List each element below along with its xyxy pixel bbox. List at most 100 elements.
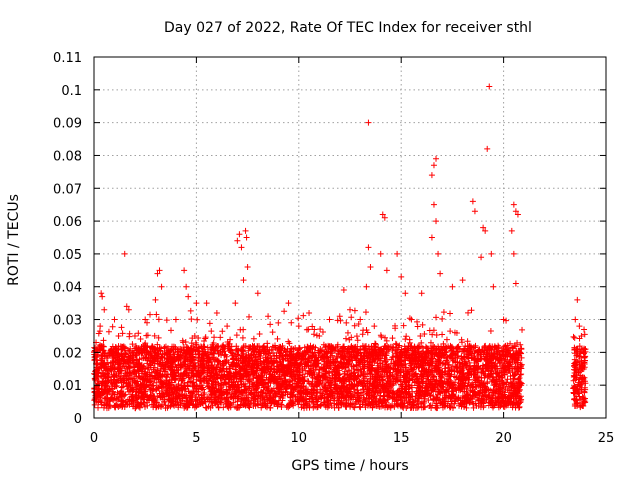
data-point <box>518 361 525 368</box>
data-point <box>227 347 234 354</box>
data-point <box>418 339 425 346</box>
data-point <box>163 317 170 324</box>
data-point <box>206 320 213 327</box>
data-point <box>417 332 424 339</box>
data-point <box>439 331 446 338</box>
data-point <box>133 356 140 363</box>
data-point <box>344 329 351 336</box>
data-point <box>343 402 350 409</box>
data-point <box>149 383 156 390</box>
data-point <box>295 401 302 408</box>
data-point <box>334 317 341 324</box>
data-point <box>250 402 257 409</box>
data-point <box>389 335 396 342</box>
data-point <box>362 309 369 316</box>
data-point <box>201 338 208 345</box>
data-point <box>233 332 240 339</box>
data-point <box>324 354 331 361</box>
data-point <box>443 355 450 362</box>
data-point <box>382 334 389 341</box>
data-point <box>425 397 432 404</box>
data-point <box>239 334 246 341</box>
data-point <box>153 379 160 386</box>
data-point <box>393 341 400 348</box>
data-point <box>256 330 263 337</box>
data-point <box>487 327 494 334</box>
data-point <box>378 333 385 340</box>
data-point <box>302 367 309 374</box>
data-point <box>295 315 302 322</box>
data-point <box>168 327 175 334</box>
data-point <box>414 323 421 330</box>
data-point <box>153 311 160 318</box>
data-point <box>246 313 253 320</box>
data-point <box>517 371 524 378</box>
data-point <box>211 334 218 341</box>
data-point <box>274 335 281 342</box>
data-point <box>135 330 142 337</box>
data-point <box>465 309 472 316</box>
data-point <box>250 335 257 342</box>
data-point <box>194 316 201 323</box>
data-point <box>369 404 376 411</box>
data-point <box>364 329 371 336</box>
data-point <box>195 402 202 409</box>
data-point <box>276 354 283 361</box>
data-point <box>334 354 341 361</box>
data-point <box>337 401 344 408</box>
data-point <box>480 351 487 358</box>
data-point <box>427 392 434 399</box>
data-point <box>414 318 421 325</box>
data-point <box>338 347 345 354</box>
data-point <box>188 340 195 347</box>
data-point <box>188 316 195 323</box>
data-point <box>447 328 454 335</box>
data-point <box>155 334 162 341</box>
data-point <box>400 322 407 329</box>
data-point <box>301 344 308 351</box>
data-point <box>187 307 194 314</box>
data-point <box>434 405 441 412</box>
data-point <box>447 310 454 317</box>
data-point <box>317 386 324 393</box>
data-point <box>422 343 429 350</box>
data-point <box>119 330 126 337</box>
data-points <box>91 83 589 412</box>
data-point <box>189 335 196 342</box>
data-point <box>319 329 326 336</box>
data-point <box>518 354 525 361</box>
data-point <box>415 403 422 410</box>
data-point <box>137 335 144 342</box>
data-point <box>210 340 217 347</box>
data-point <box>281 308 288 315</box>
data-point <box>427 339 434 346</box>
data-point <box>342 335 349 342</box>
data-point <box>403 333 410 340</box>
grid <box>94 57 606 418</box>
data-point <box>105 328 112 335</box>
data-point <box>126 333 133 340</box>
data-point <box>397 358 404 365</box>
data-point <box>419 321 426 328</box>
data-point <box>477 401 484 408</box>
data-point <box>267 321 274 328</box>
data-point <box>126 348 133 355</box>
data-point <box>356 403 363 410</box>
data-point <box>109 323 116 330</box>
data-point <box>396 342 403 349</box>
data-point <box>272 345 279 352</box>
data-point <box>343 319 350 326</box>
data-point <box>519 326 526 333</box>
data-point <box>144 332 151 339</box>
data-point <box>100 337 107 344</box>
data-point <box>91 401 98 408</box>
data-point <box>393 375 400 382</box>
data-point <box>144 319 151 326</box>
data-point <box>449 363 456 370</box>
data-point <box>351 307 358 314</box>
data-point <box>217 334 224 341</box>
data-point <box>439 315 446 322</box>
data-point <box>353 333 360 340</box>
data-point <box>208 328 215 335</box>
